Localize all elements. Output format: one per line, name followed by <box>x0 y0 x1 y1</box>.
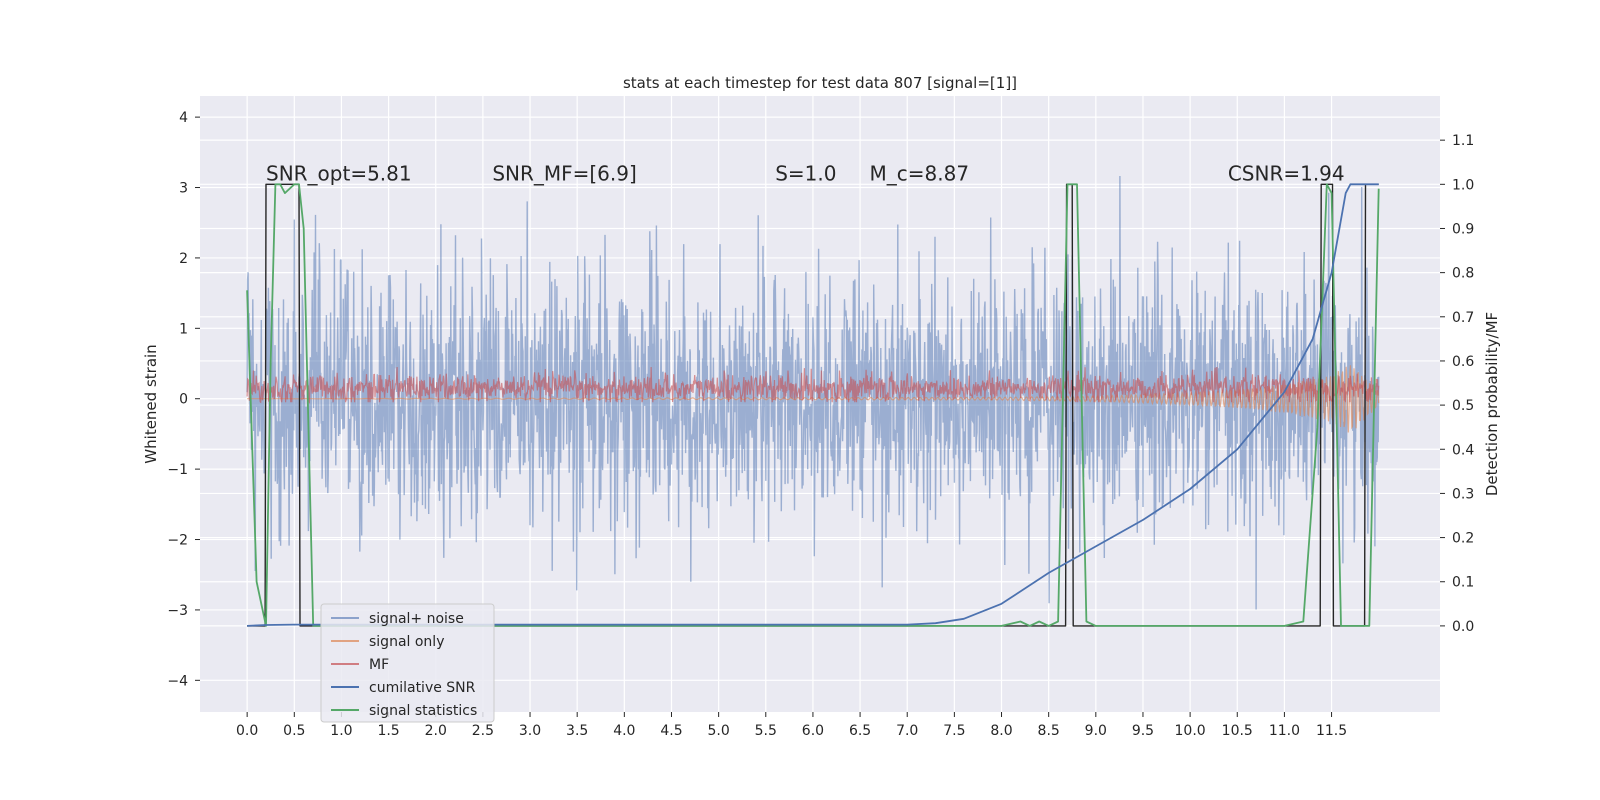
y-right-tick-label: 0.2 <box>1452 531 1474 547</box>
x-tick-label: 9.0 <box>1085 723 1107 739</box>
x-tick-label: 5.0 <box>707 723 729 739</box>
legend-entry: signal only <box>369 634 444 650</box>
x-tick-label: 8.0 <box>990 723 1012 739</box>
x-tick-label: 10.5 <box>1222 723 1253 739</box>
x-tick-label: 7.5 <box>943 723 965 739</box>
annotation-label: M_c=8.87 <box>870 161 970 185</box>
y-right-tick-label: 0.0 <box>1452 619 1474 635</box>
x-tick-label: 9.5 <box>1132 723 1154 739</box>
y-axis-right-label: Detection probability/MF <box>1483 312 1501 496</box>
y-tick-label: 3 <box>179 181 188 197</box>
x-tick-label: 3.5 <box>566 723 588 739</box>
x-tick-label: 1.5 <box>377 723 399 739</box>
x-tick-label: 6.0 <box>802 723 824 739</box>
y-right-tick-label: 0.7 <box>1452 310 1474 326</box>
x-tick-label: 7.0 <box>896 723 918 739</box>
y-tick-label: −4 <box>167 673 188 689</box>
y-tick-label: 2 <box>179 251 188 267</box>
x-tick-label: 0.5 <box>283 723 305 739</box>
y-tick-label: −2 <box>167 533 188 549</box>
y-tick-label: −3 <box>167 603 188 619</box>
series-mf <box>246 366 1380 404</box>
legend-entry: cumilative SNR <box>369 680 476 696</box>
y-right-tick-label: 0.5 <box>1452 398 1474 414</box>
x-tick-label: 8.5 <box>1038 723 1060 739</box>
legend: signal+ noise signal only MF cumilative SNR… <box>320 603 495 723</box>
annotation-label: S=1.0 <box>775 161 836 185</box>
y-right-tick-label: 0.3 <box>1452 486 1474 502</box>
series-cumulative-snr <box>247 183 1379 627</box>
x-tick-label: 11.0 <box>1269 723 1300 739</box>
y-axis-label: Whitened strain <box>142 344 160 463</box>
series-signal-statistics <box>246 183 1380 627</box>
annotation-label: CSNR=1.94 <box>1228 161 1345 185</box>
chart-title: stats at each timestep for test data 807… <box>623 74 1017 92</box>
x-axis-ticks: 0.0 0.5 1.0 1.5 2.0 2.5 3.0 3.5 4.0 4.5 5.0 5.5 6.0 6… <box>236 712 1347 739</box>
y-right-tick-label: 0.8 <box>1452 266 1474 282</box>
y-right-tick-label: 0.1 <box>1452 575 1474 591</box>
x-tick-label: 0.0 <box>236 723 258 739</box>
y-tick-label: 0 <box>179 392 188 408</box>
legend-entry: signal+ noise <box>369 611 464 627</box>
legend-entry: MF <box>369 657 389 673</box>
y-axis-ticks: 4 3 2 1 0 −1 −2 −3 −4 <box>167 110 200 689</box>
y-right-tick-label: 0.4 <box>1452 442 1474 458</box>
y-right-tick-label: 0.6 <box>1452 354 1474 370</box>
legend-entry: signal statistics <box>369 703 477 719</box>
annotation-label: SNR_opt=5.81 <box>266 161 412 185</box>
y-right-tick-label: 0.9 <box>1452 221 1474 237</box>
annotations: SNR_opt=5.81 SNR_MF=[6.9] S=1.0 M_c=8.87 CSN… <box>266 161 1345 185</box>
y-axis-right-ticks: 1.1 1.0 0.9 0.8 0.7 0.6 0.5 0.4 0.3 0.2 0.1 0.0 <box>1440 133 1474 635</box>
x-tick-label: 10.0 <box>1175 723 1206 739</box>
x-tick-label: 3.0 <box>519 723 541 739</box>
y-right-tick-label: 1.0 <box>1452 177 1474 193</box>
x-tick-label: 2.0 <box>425 723 447 739</box>
x-tick-label: 1.0 <box>330 723 352 739</box>
x-tick-label: 2.5 <box>472 723 494 739</box>
series-layer <box>246 175 1380 627</box>
x-tick-label: 4.5 <box>660 723 682 739</box>
x-tick-label: 4.0 <box>613 723 635 739</box>
x-tick-label: 11.5 <box>1316 723 1347 739</box>
annotation-label: SNR_MF=[6.9] <box>492 161 636 185</box>
x-tick-label: 5.5 <box>755 723 777 739</box>
series-signal-noise <box>246 175 1380 610</box>
x-tick-label: 6.5 <box>849 723 871 739</box>
legend-items: signal+ noise signal only MF cumilative SNR… <box>331 611 477 719</box>
legend-box <box>320 603 495 723</box>
y-tick-label: −1 <box>167 462 188 478</box>
y-tick-label: 4 <box>179 110 188 126</box>
y-right-tick-label: 1.1 <box>1452 133 1474 149</box>
y-tick-label: 1 <box>179 321 188 337</box>
